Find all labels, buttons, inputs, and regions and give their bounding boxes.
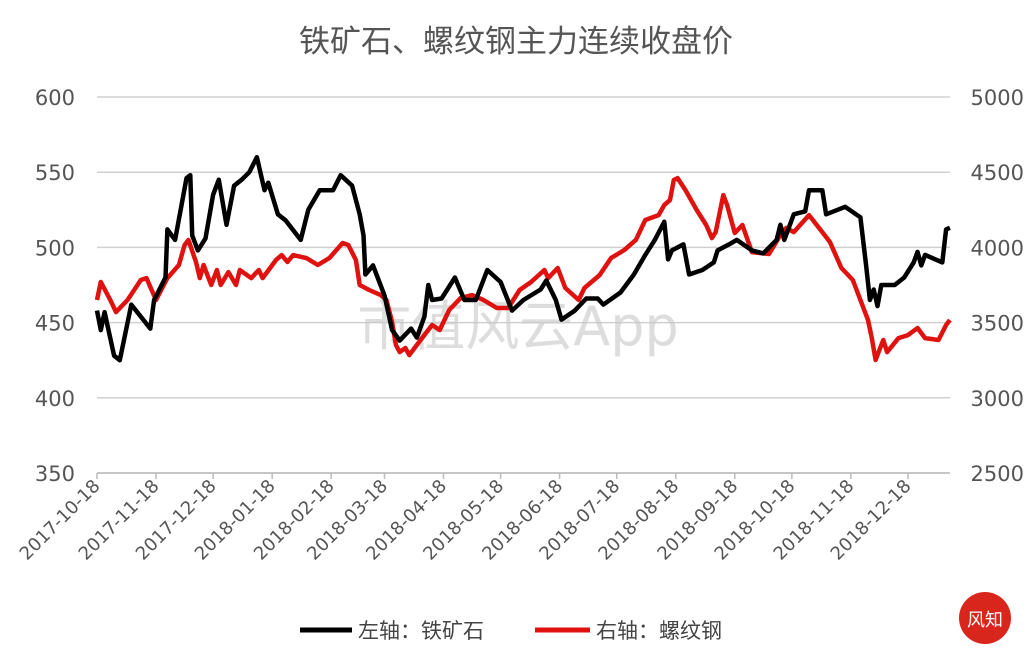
left-tick-label: 600 [35,86,75,110]
right-tick-label: 5000 [971,86,1024,110]
right-tick-label: 3500 [971,312,1024,336]
left-tick-label: 450 [35,312,75,336]
gridlines [97,96,950,474]
left-tick-label: 400 [35,387,75,411]
left-tick-label: 350 [35,462,75,486]
legend: 左轴：铁矿石 右轴：螺纹钢 [300,619,722,643]
legend-label-iron-ore: 左轴：铁矿石 [358,619,484,643]
logo: 风知 [959,592,1011,644]
right-axis-ticks: 2500 3000 3500 4000 4500 5000 [971,86,1024,486]
left-tick-label: 550 [35,161,75,185]
logo-text: 风知 [967,610,1003,631]
right-tick-label: 4000 [971,236,1024,260]
left-tick-label: 500 [35,236,75,260]
series-line-iron-ore [94,154,951,363]
right-tick-label: 3000 [971,387,1024,411]
series-lines [94,154,952,363]
right-tick-label: 2500 [971,462,1024,486]
legend-label-rebar: 右轴：螺纹钢 [596,619,722,643]
right-tick-label: 4500 [971,161,1024,185]
chart-title: 铁矿石、螺纹钢主力连续收盘价 [299,24,733,60]
series-line-rebar [94,175,952,363]
left-axis-ticks: 350 400 450 500 550 600 [35,86,75,486]
x-axis-ticks: 2017-10-182017-11-182017-12-182018-01-18… [16,473,916,565]
